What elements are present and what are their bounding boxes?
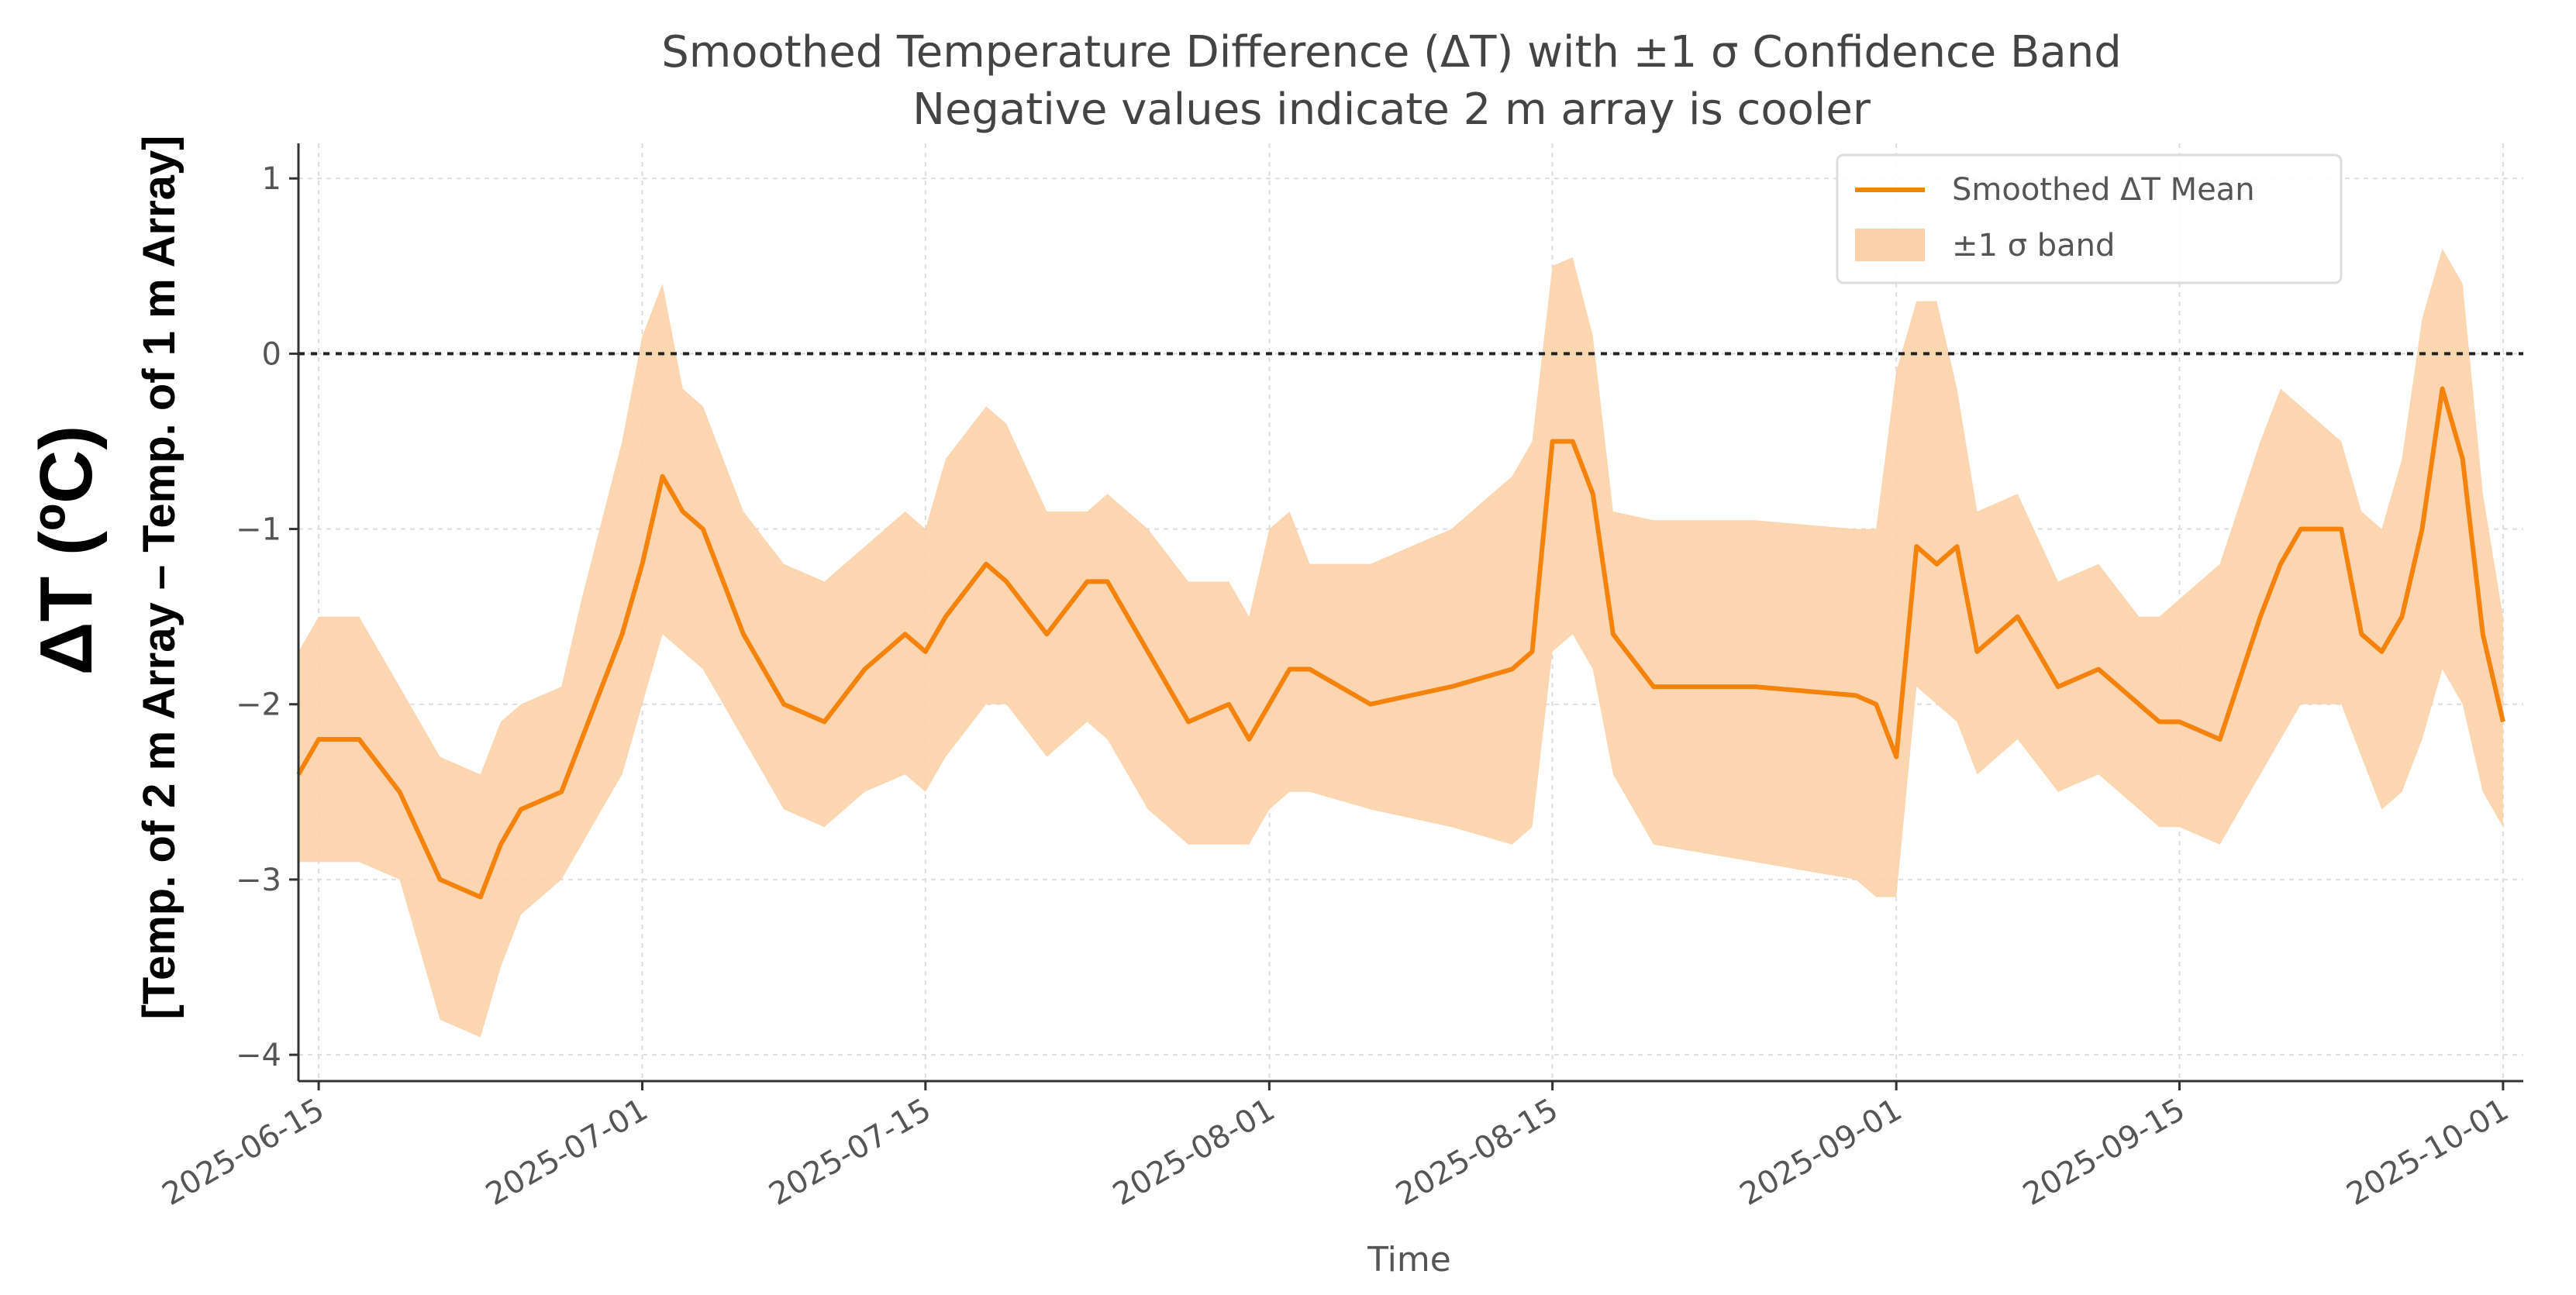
- x-tick-label: 2025-08-15: [1390, 1092, 1564, 1213]
- y-ticks: 1 0 −1 −2 −3 −4: [236, 161, 298, 1073]
- y-tick-label: −3: [236, 863, 281, 898]
- mean-line: [296, 386, 2505, 900]
- x-tick-label: 2025-08-01: [1107, 1092, 1281, 1213]
- legend-box: [1836, 153, 2343, 284]
- x-axis-label: Time: [1367, 1240, 1451, 1280]
- x-tick-label: 2025-07-15: [763, 1092, 936, 1213]
- y-axis-label-main: ΔT (ºC): [25, 425, 108, 676]
- x-tick-label: 2025-09-15: [2017, 1092, 2191, 1213]
- y-tick-label: −1: [236, 512, 281, 548]
- x-tick-label: 2025-07-01: [480, 1092, 653, 1213]
- x-tick-label: 2025-09-01: [1734, 1092, 1908, 1213]
- y-tick-label: −2: [236, 687, 281, 723]
- sigma-band-area: [298, 248, 2503, 1038]
- mean-line-layer: [296, 386, 2505, 900]
- band-layer: [298, 248, 2503, 1038]
- legend-swatch-band: [1855, 229, 1925, 261]
- y-tick-label: −4: [236, 1038, 281, 1073]
- chart-title: Smoothed Temperature Difference (ΔT) wit…: [661, 27, 2122, 77]
- x-tick-label: 2025-06-15: [157, 1092, 330, 1213]
- legend: Smoothed ΔT Mean ±1 σ band: [1836, 153, 2343, 284]
- chart-subtitle: Negative values indicate 2 m array is co…: [912, 84, 1871, 135]
- legend-label-mean: Smoothed ΔT Mean: [1952, 172, 2255, 208]
- legend-label-band: ±1 σ band: [1952, 228, 2115, 263]
- y-axis-label-sub: [Temp. of 2 m Array – Temp. of 1 m Array…: [134, 136, 184, 1020]
- axes: [297, 143, 2523, 1083]
- x-ticks: 2025-06-15 2025-07-01 2025-07-15 2025-08-01…: [157, 1081, 2515, 1213]
- x-tick-label: 2025-10-01: [2341, 1092, 2515, 1213]
- y-tick-label: 0: [262, 336, 281, 372]
- y-tick-label: 1: [262, 161, 281, 197]
